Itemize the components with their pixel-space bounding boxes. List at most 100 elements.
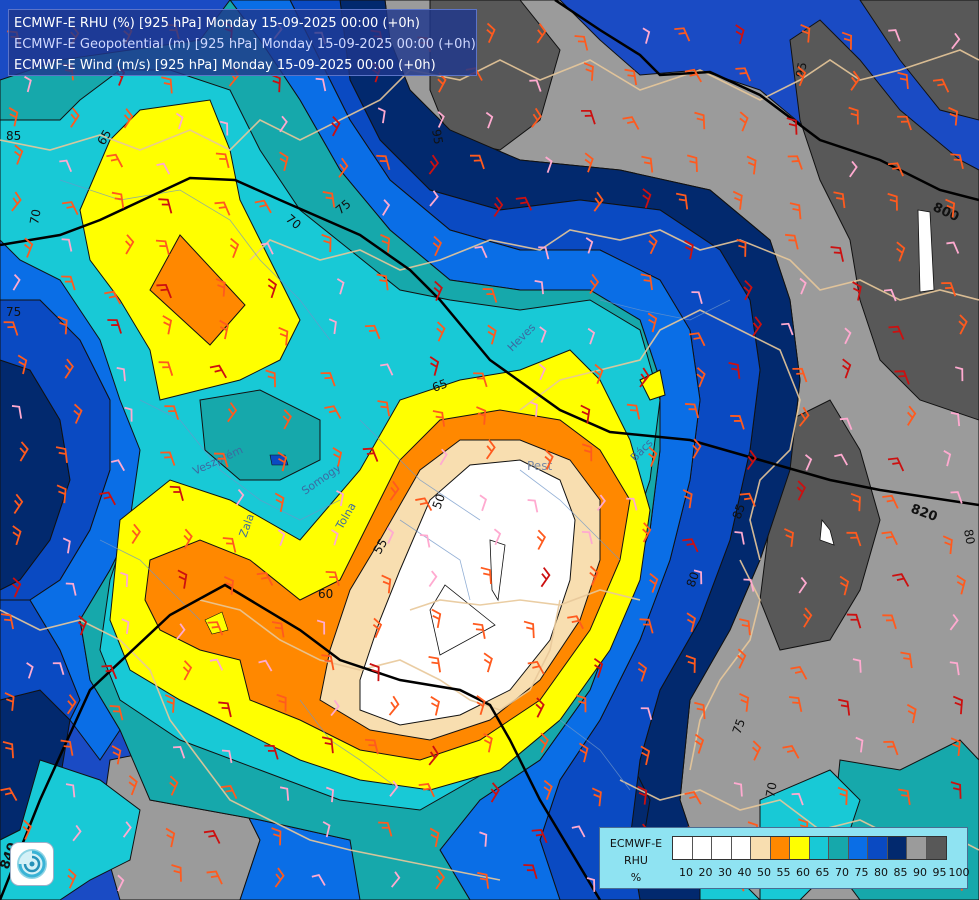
wind-barb <box>941 282 957 297</box>
wind-barb <box>19 441 29 462</box>
wind-barb <box>578 742 589 763</box>
wind-barb <box>543 779 553 801</box>
legend-tick-label: 20 <box>698 866 713 879</box>
legend-tick-label: 60 <box>796 866 810 879</box>
wind-barb <box>203 829 221 844</box>
wind-barb <box>429 356 440 376</box>
wind-barb <box>378 821 393 837</box>
wind-barb <box>626 497 638 511</box>
wind-barb <box>483 652 493 673</box>
wind-barb <box>279 786 290 801</box>
wind-barb <box>476 406 487 425</box>
wind-barb <box>331 529 339 546</box>
wind-barb <box>325 786 335 803</box>
wind-barb <box>277 529 286 547</box>
contour-label: 50 <box>430 492 448 511</box>
wind-barb <box>214 452 229 468</box>
wind-barb <box>487 324 497 345</box>
wind-barbs <box>0 21 968 892</box>
legend-model: ECMWF-E <box>609 837 663 850</box>
wind-barb <box>209 658 224 671</box>
rhu-contour-inner-1 <box>489 539 506 602</box>
wind-barb <box>160 451 176 466</box>
wind-barb <box>751 740 762 761</box>
wind-barb <box>430 696 440 716</box>
wind-barb <box>389 780 399 797</box>
wind-barb <box>787 155 803 170</box>
wind-barb <box>66 694 77 715</box>
wind-barb <box>436 321 446 342</box>
wind-barb <box>789 202 802 220</box>
legend-tick-label: 90 <box>913 866 927 879</box>
wind-barb <box>739 111 749 132</box>
wind-barb <box>328 318 337 335</box>
rhu-band-80-85 <box>0 0 761 900</box>
wind-barb <box>389 480 400 501</box>
wind-barb <box>589 273 600 295</box>
wind-barb <box>626 403 641 420</box>
wind-barb <box>839 417 853 431</box>
wind-barb <box>376 154 391 171</box>
wind-barb <box>728 361 741 379</box>
wind-barb <box>330 699 340 717</box>
legend-swatch <box>712 837 732 859</box>
wind-barb <box>686 154 698 172</box>
legend-tick-label: 95 <box>932 866 947 879</box>
wind-barb <box>684 68 702 83</box>
wind-barb <box>72 824 82 842</box>
rhu-band-below-50 <box>359 459 576 726</box>
wind-barb <box>642 27 651 44</box>
wind-barb <box>377 400 391 417</box>
wind-barb <box>364 738 379 755</box>
wind-barb <box>527 499 539 513</box>
wind-barb <box>11 405 23 419</box>
wind-barb <box>739 692 750 712</box>
wind-barb <box>833 191 846 209</box>
legend-swatch <box>692 837 712 859</box>
wind-barb <box>591 787 602 807</box>
wind-barb <box>640 273 653 291</box>
wind-barb <box>648 446 658 467</box>
wind-barb <box>121 618 130 635</box>
legend-swatch <box>751 837 771 859</box>
wind-barb <box>648 233 658 255</box>
legend-tick-label: 85 <box>893 866 908 879</box>
wind-barb <box>732 190 743 210</box>
wind-barb <box>545 156 553 174</box>
wind-barb <box>428 745 440 766</box>
wind-barb <box>682 538 699 553</box>
wind-barb <box>65 783 76 798</box>
wind-barb <box>322 821 331 838</box>
wind-barb <box>649 572 659 593</box>
wind-barb <box>116 367 126 382</box>
wind-barb <box>131 523 141 544</box>
wind-barb <box>206 870 223 885</box>
wind-barb <box>581 443 593 462</box>
wind-barb <box>538 246 550 260</box>
contour-label: 75 <box>6 305 21 319</box>
wind-barb <box>207 621 224 636</box>
wind-barb <box>574 35 589 51</box>
wind-barb <box>377 107 386 124</box>
wind-barb <box>390 871 401 888</box>
wind-barb <box>482 288 498 303</box>
contour-label: 70 <box>763 781 779 798</box>
wind-barb <box>846 613 862 629</box>
wind-barb <box>593 191 604 212</box>
wind-barb <box>17 354 28 375</box>
legend-ticks: 10 20 30 40 50 55 60 65 70 75 80 85 90 95 100 <box>672 866 972 880</box>
wind-barb <box>838 698 851 716</box>
wind-barb <box>177 569 188 589</box>
wind-barb <box>222 537 237 553</box>
wind-barb <box>111 745 122 765</box>
wind-barb <box>900 651 913 669</box>
wind-barb <box>637 661 648 682</box>
wind-barb <box>169 775 179 796</box>
wind-barb <box>746 449 757 471</box>
swirl-logo-icon[interactable] <box>10 842 54 886</box>
wind-barb <box>640 707 653 721</box>
wind-barb <box>55 446 68 464</box>
wind-barb <box>952 695 963 715</box>
